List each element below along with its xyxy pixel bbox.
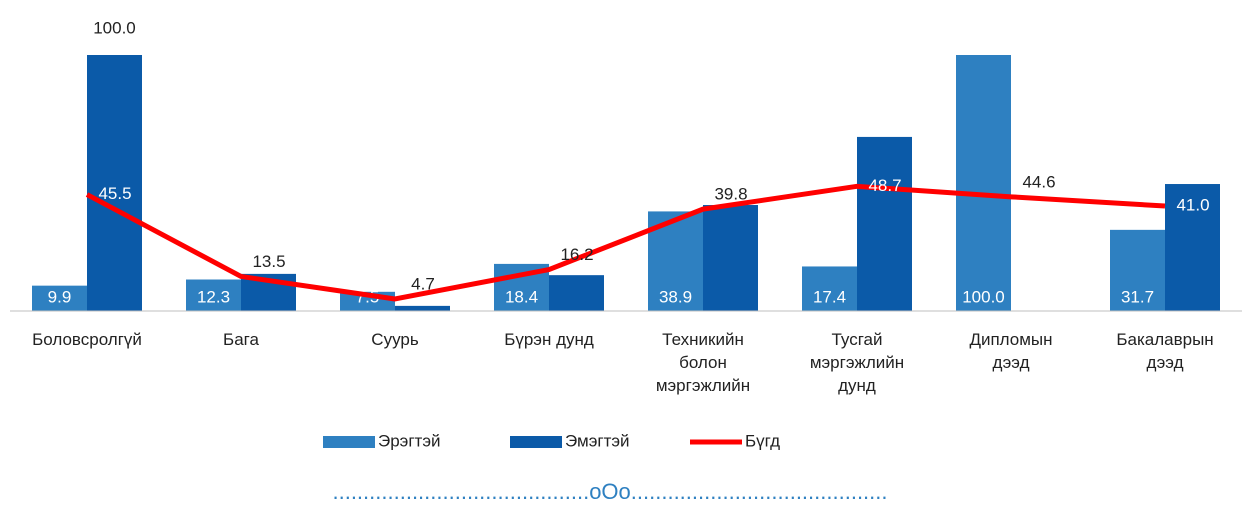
legend-swatch: [510, 436, 562, 448]
footer: ........................................…: [332, 479, 887, 504]
data-label: 16.2: [560, 245, 593, 264]
data-label: 12.3: [197, 287, 230, 306]
data-label: 4.7: [411, 274, 435, 293]
legend-label: Эрэгтэй: [378, 431, 441, 450]
x-tick-label: Тусгай мэргэжлийн дунд: [809, 330, 905, 395]
x-tick-label: Бүрэн дунд: [504, 330, 594, 349]
bar: [395, 305, 450, 311]
line: [85, 183, 1166, 302]
data-label: 41.0: [1176, 196, 1209, 215]
x-tick-label: Дипломын дээд: [969, 330, 1053, 372]
data-label: 17.4: [813, 287, 846, 306]
bar: [956, 55, 1011, 311]
bar: [186, 279, 241, 311]
legend-label: Эмэгтэй: [565, 431, 630, 450]
bar: [32, 285, 87, 311]
data-label: 13.5: [252, 252, 285, 271]
bar: [1165, 184, 1220, 311]
x-tick-label: Техникийн болон мэргэжлийн: [655, 330, 751, 395]
x-tick-label: Бага: [223, 330, 259, 349]
data-label: 18.4: [505, 287, 538, 306]
x-tick-label: Бакалаврын дээд: [1116, 330, 1214, 372]
data-label: 39.8: [714, 185, 747, 204]
bar: [802, 266, 857, 311]
data-label: 45.5: [98, 184, 131, 203]
x-tick-label: Суурь: [371, 330, 419, 349]
bar: [703, 205, 758, 311]
bar: [1110, 229, 1165, 311]
data-label: 44.6: [1022, 172, 1055, 191]
data-label: 100.0: [93, 18, 136, 37]
bar: [857, 136, 912, 311]
data-label: 31.7: [1121, 287, 1154, 306]
x-tick-label: Боловсролгүй: [32, 330, 142, 349]
data-label: 100.0: [962, 287, 1005, 306]
data-label: 38.9: [659, 287, 692, 306]
bar: [549, 275, 604, 311]
data-label: 9.9: [48, 287, 72, 306]
legend-swatch: [323, 436, 375, 448]
legend-label: Бүгд: [745, 431, 780, 450]
data-label: 48.7: [868, 176, 901, 195]
bar: [87, 55, 142, 311]
